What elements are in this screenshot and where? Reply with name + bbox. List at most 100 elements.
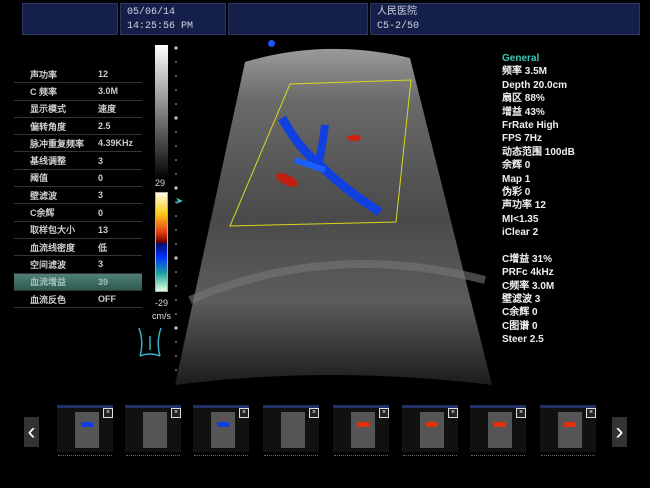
param-label: 基线调整 xyxy=(30,156,67,167)
info-line: FrRate High xyxy=(502,120,559,132)
hospital-name: 人民医院 xyxy=(377,7,417,18)
depth-tick xyxy=(175,173,177,175)
param-row[interactable]: 偏转角度 2.5 xyxy=(14,118,142,136)
info-line: C余辉 0 xyxy=(502,307,538,319)
param-label: C 频率 xyxy=(30,86,58,97)
depth-tick xyxy=(175,355,177,357)
date: 05/06/14 xyxy=(127,7,176,18)
b-mode-sector xyxy=(175,48,492,385)
param-label: 空间滤波 xyxy=(30,259,67,270)
close-icon[interactable]: × xyxy=(586,408,596,418)
param-label: 血流线密度 xyxy=(30,242,76,253)
info-line: FPS 7Hz xyxy=(502,133,543,145)
param-row[interactable]: C余辉 0 xyxy=(14,204,142,222)
close-icon[interactable]: × xyxy=(516,408,526,418)
info-line: Steer 2.5 xyxy=(502,334,544,346)
depth-tick xyxy=(175,145,177,147)
depth-tick xyxy=(175,131,177,133)
depth-scale xyxy=(174,46,178,371)
param-label: 阈值 xyxy=(30,173,49,184)
velocity-unit: cm/s xyxy=(152,311,171,321)
close-icon[interactable]: × xyxy=(309,408,319,418)
thumbnail[interactable]: × xyxy=(263,405,319,452)
param-value: 3 xyxy=(98,155,104,166)
param-row[interactable]: 脉冲重复频率 4.39KHz xyxy=(14,135,142,153)
depth-tick xyxy=(175,243,177,245)
param-value: 3.0M xyxy=(98,86,119,97)
depth-tick xyxy=(174,326,178,330)
thumbnail-caption xyxy=(541,455,595,459)
thumbnail[interactable]: × xyxy=(402,405,458,452)
param-value: 速度 xyxy=(98,104,117,115)
param-row[interactable]: 阈值 0 xyxy=(14,170,142,188)
info-line: PRFc 4kHz xyxy=(502,267,554,279)
depth-tick xyxy=(174,46,178,50)
grayscale-bar xyxy=(155,45,168,180)
param-value: 39 xyxy=(98,276,109,287)
param-label: 脉冲重复频率 xyxy=(30,138,85,149)
param-value: 0 xyxy=(98,207,104,218)
thumbnail-next-button[interactable]: › xyxy=(612,417,627,447)
param-row[interactable]: 空间滤波 3 xyxy=(14,256,142,274)
info-line: Depth 20.0cm xyxy=(502,79,568,91)
param-row[interactable]: 显示模式 速度 xyxy=(14,101,142,118)
info-line: 余辉 0 xyxy=(502,160,531,172)
param-row[interactable]: C 频率 3.0M xyxy=(14,83,142,101)
info-line: MI<1.35 xyxy=(502,213,539,225)
info-heading: General xyxy=(502,53,540,64)
info-line: 壁滤波 3 xyxy=(502,293,541,305)
depth-tick xyxy=(175,159,177,161)
param-row[interactable]: 壁滤波 3 xyxy=(14,187,142,205)
param-label: 血流反色 xyxy=(30,294,67,305)
info-line: iClear 2 xyxy=(502,227,539,239)
param-row[interactable]: 基线调整 3 xyxy=(14,152,142,170)
param-row[interactable]: 血流增益 39 xyxy=(14,273,142,291)
thumbnail[interactable]: × xyxy=(470,405,526,452)
thumbnail-prev-button[interactable]: ‹ xyxy=(24,417,39,447)
depth-tick xyxy=(175,61,177,63)
param-label: 血流增益 xyxy=(30,277,67,288)
depth-tick xyxy=(175,271,177,273)
close-icon[interactable]: × xyxy=(239,408,249,418)
header-logo-panel xyxy=(22,3,118,35)
body-mark-icon xyxy=(138,327,162,357)
depth-tick xyxy=(175,89,177,91)
thumbnail[interactable]: × xyxy=(57,405,113,452)
color-roi-box[interactable] xyxy=(229,79,412,227)
info-line: 扇区 88% xyxy=(502,93,545,105)
ultrasound-image xyxy=(174,46,492,385)
thumbnail[interactable]: × xyxy=(193,405,249,452)
close-icon[interactable]: × xyxy=(379,408,389,418)
thumbnail-caption xyxy=(58,455,112,459)
depth-tick xyxy=(175,103,177,105)
color-velocity-bar xyxy=(155,192,168,292)
depth-tick xyxy=(175,369,177,371)
header-blank-panel xyxy=(228,3,368,35)
depth-tick xyxy=(174,116,178,120)
close-icon[interactable]: × xyxy=(103,408,113,418)
param-row[interactable]: 血流线密度 低 xyxy=(14,239,142,257)
thumbnail[interactable]: × xyxy=(125,405,181,452)
param-row[interactable]: 声功率 12 xyxy=(14,66,142,84)
thumbnail-caption xyxy=(471,455,525,459)
thumbnail-caption xyxy=(126,455,180,459)
baseline-marker-icon: ➤ xyxy=(175,196,184,207)
info-line: C频率 3.0M xyxy=(502,280,555,292)
thumbnail[interactable]: × xyxy=(540,405,596,452)
param-value: 2.5 xyxy=(98,121,111,132)
thumbnail[interactable]: × xyxy=(333,405,389,452)
param-row[interactable]: 血流反色 OFF xyxy=(14,291,142,309)
param-row[interactable]: 取样包大小 13 xyxy=(14,222,142,239)
orientation-marker-icon xyxy=(268,40,275,47)
param-value: 13 xyxy=(98,224,109,235)
param-label: 壁滤波 xyxy=(30,190,58,201)
info-line: Map 1 xyxy=(502,173,531,185)
param-label: C余辉 xyxy=(30,208,55,219)
param-value: 3 xyxy=(98,190,104,201)
close-icon[interactable]: × xyxy=(171,408,181,418)
close-icon[interactable]: × xyxy=(448,408,458,418)
depth-tick xyxy=(175,313,177,315)
depth-tick xyxy=(175,215,177,217)
param-value: 12 xyxy=(98,69,109,80)
